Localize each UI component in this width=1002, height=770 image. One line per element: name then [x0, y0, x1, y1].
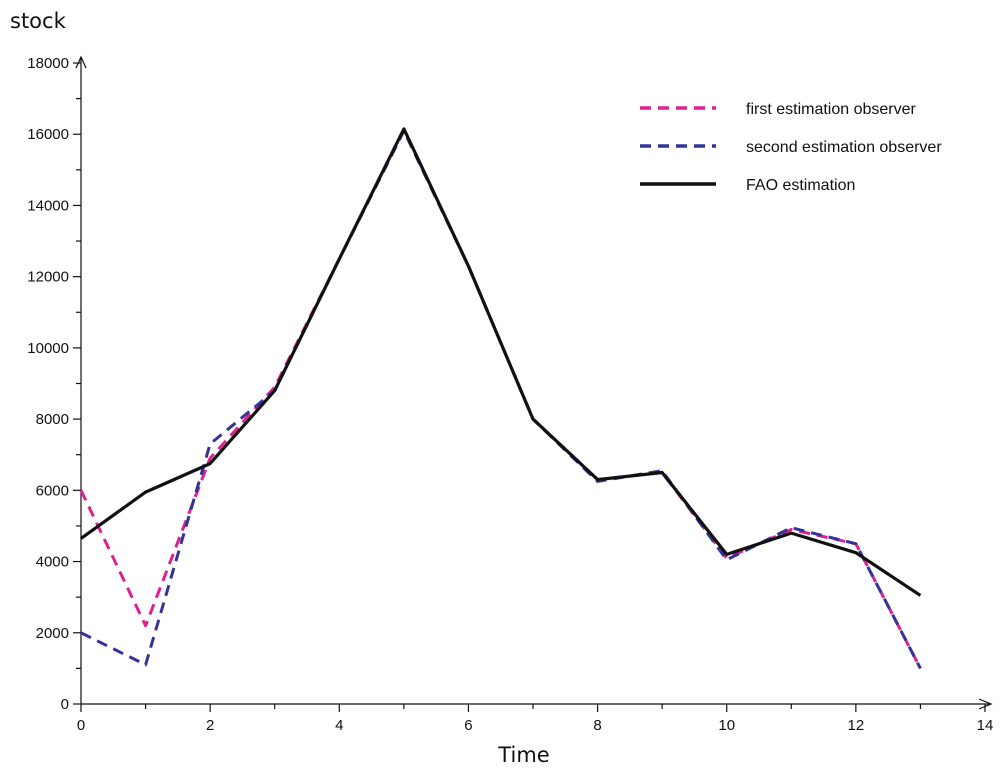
series-line-1	[79, 129, 922, 670]
series-line-3	[80, 127, 922, 597]
y-tick-label: 10000	[27, 340, 69, 357]
x-tick-label: 12	[848, 717, 865, 734]
y-tick-label: 0	[61, 696, 69, 713]
y-tick-label: 18000	[27, 55, 69, 72]
y-tick-label: 16000	[27, 126, 69, 143]
x-tick-label: 6	[464, 717, 472, 734]
series-layer	[79, 127, 922, 670]
legend-label-1: first estimation observer	[746, 101, 917, 118]
x-tick-label: 2	[206, 717, 214, 734]
y-tick-label: 14000	[27, 197, 69, 214]
legend-label-2: second estimation observer	[746, 139, 942, 156]
y-tick-label: 6000	[36, 482, 69, 499]
axes: 0 2000 4000 6000 8000 10000 12000 14000 16000 180…	[27, 55, 993, 734]
x-tick-label: 4	[335, 717, 343, 734]
y-tick-label: 2000	[36, 625, 69, 642]
x-tick-label: 0	[77, 717, 85, 734]
y-tick-label: 4000	[36, 554, 69, 571]
series-line-2	[80, 129, 922, 670]
x-tick-label: 8	[593, 717, 601, 734]
x-axis-arrow	[978, 698, 993, 710]
legend: first estimation observer second estimati…	[640, 101, 942, 194]
legend-label-3: FAO estimation	[746, 177, 855, 194]
y-axis-arrow	[75, 55, 87, 69]
x-axis-title: Time	[497, 743, 549, 767]
x-tick-label: 14	[977, 717, 994, 734]
y-tick-label: 12000	[27, 269, 69, 286]
x-tick-label: 10	[718, 717, 735, 734]
y-tick-label: 8000	[36, 411, 69, 428]
y-axis-title: stock	[10, 9, 67, 33]
